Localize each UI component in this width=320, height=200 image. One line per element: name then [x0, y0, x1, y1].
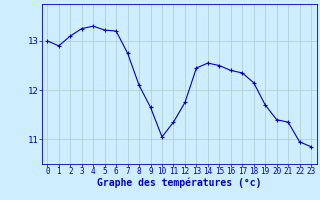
- X-axis label: Graphe des températures (°c): Graphe des températures (°c): [97, 178, 261, 188]
